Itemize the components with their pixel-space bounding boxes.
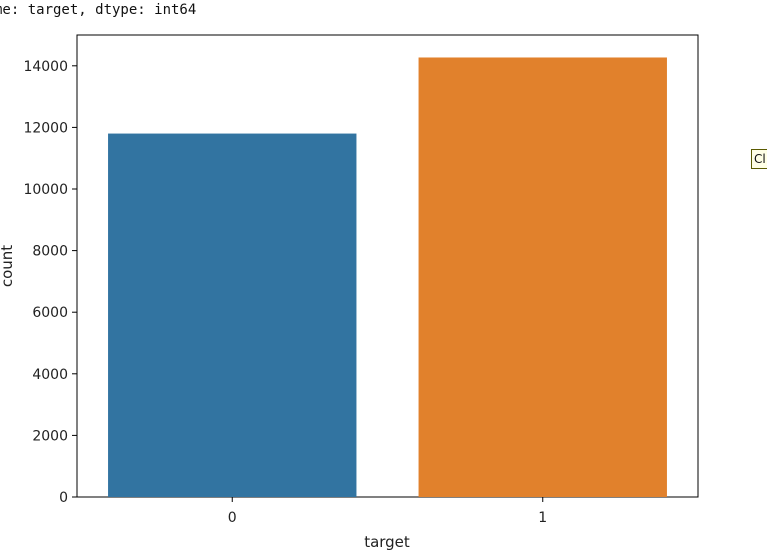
x-tick-label: 0 — [228, 510, 237, 526]
y-tick-label: 10000 — [23, 182, 68, 198]
bar-1 — [418, 57, 667, 497]
y-tick-label: 2000 — [32, 428, 68, 444]
bar-0 — [108, 133, 357, 497]
y-tick-label: 4000 — [32, 367, 68, 383]
x-tick-label: 1 — [538, 510, 547, 526]
y-tick-label: 8000 — [32, 244, 68, 260]
x-axis-label: target — [364, 533, 410, 551]
y-tick-label: 14000 — [23, 59, 68, 75]
y-tick-label: 6000 — [32, 305, 68, 321]
tooltip: Cl — [751, 149, 767, 169]
output-text: me: target, dtype: int64 — [0, 2, 197, 18]
y-tick-label: 0 — [59, 490, 68, 506]
y-tick-label: 12000 — [23, 120, 68, 136]
y-axis-label: count — [0, 245, 16, 287]
